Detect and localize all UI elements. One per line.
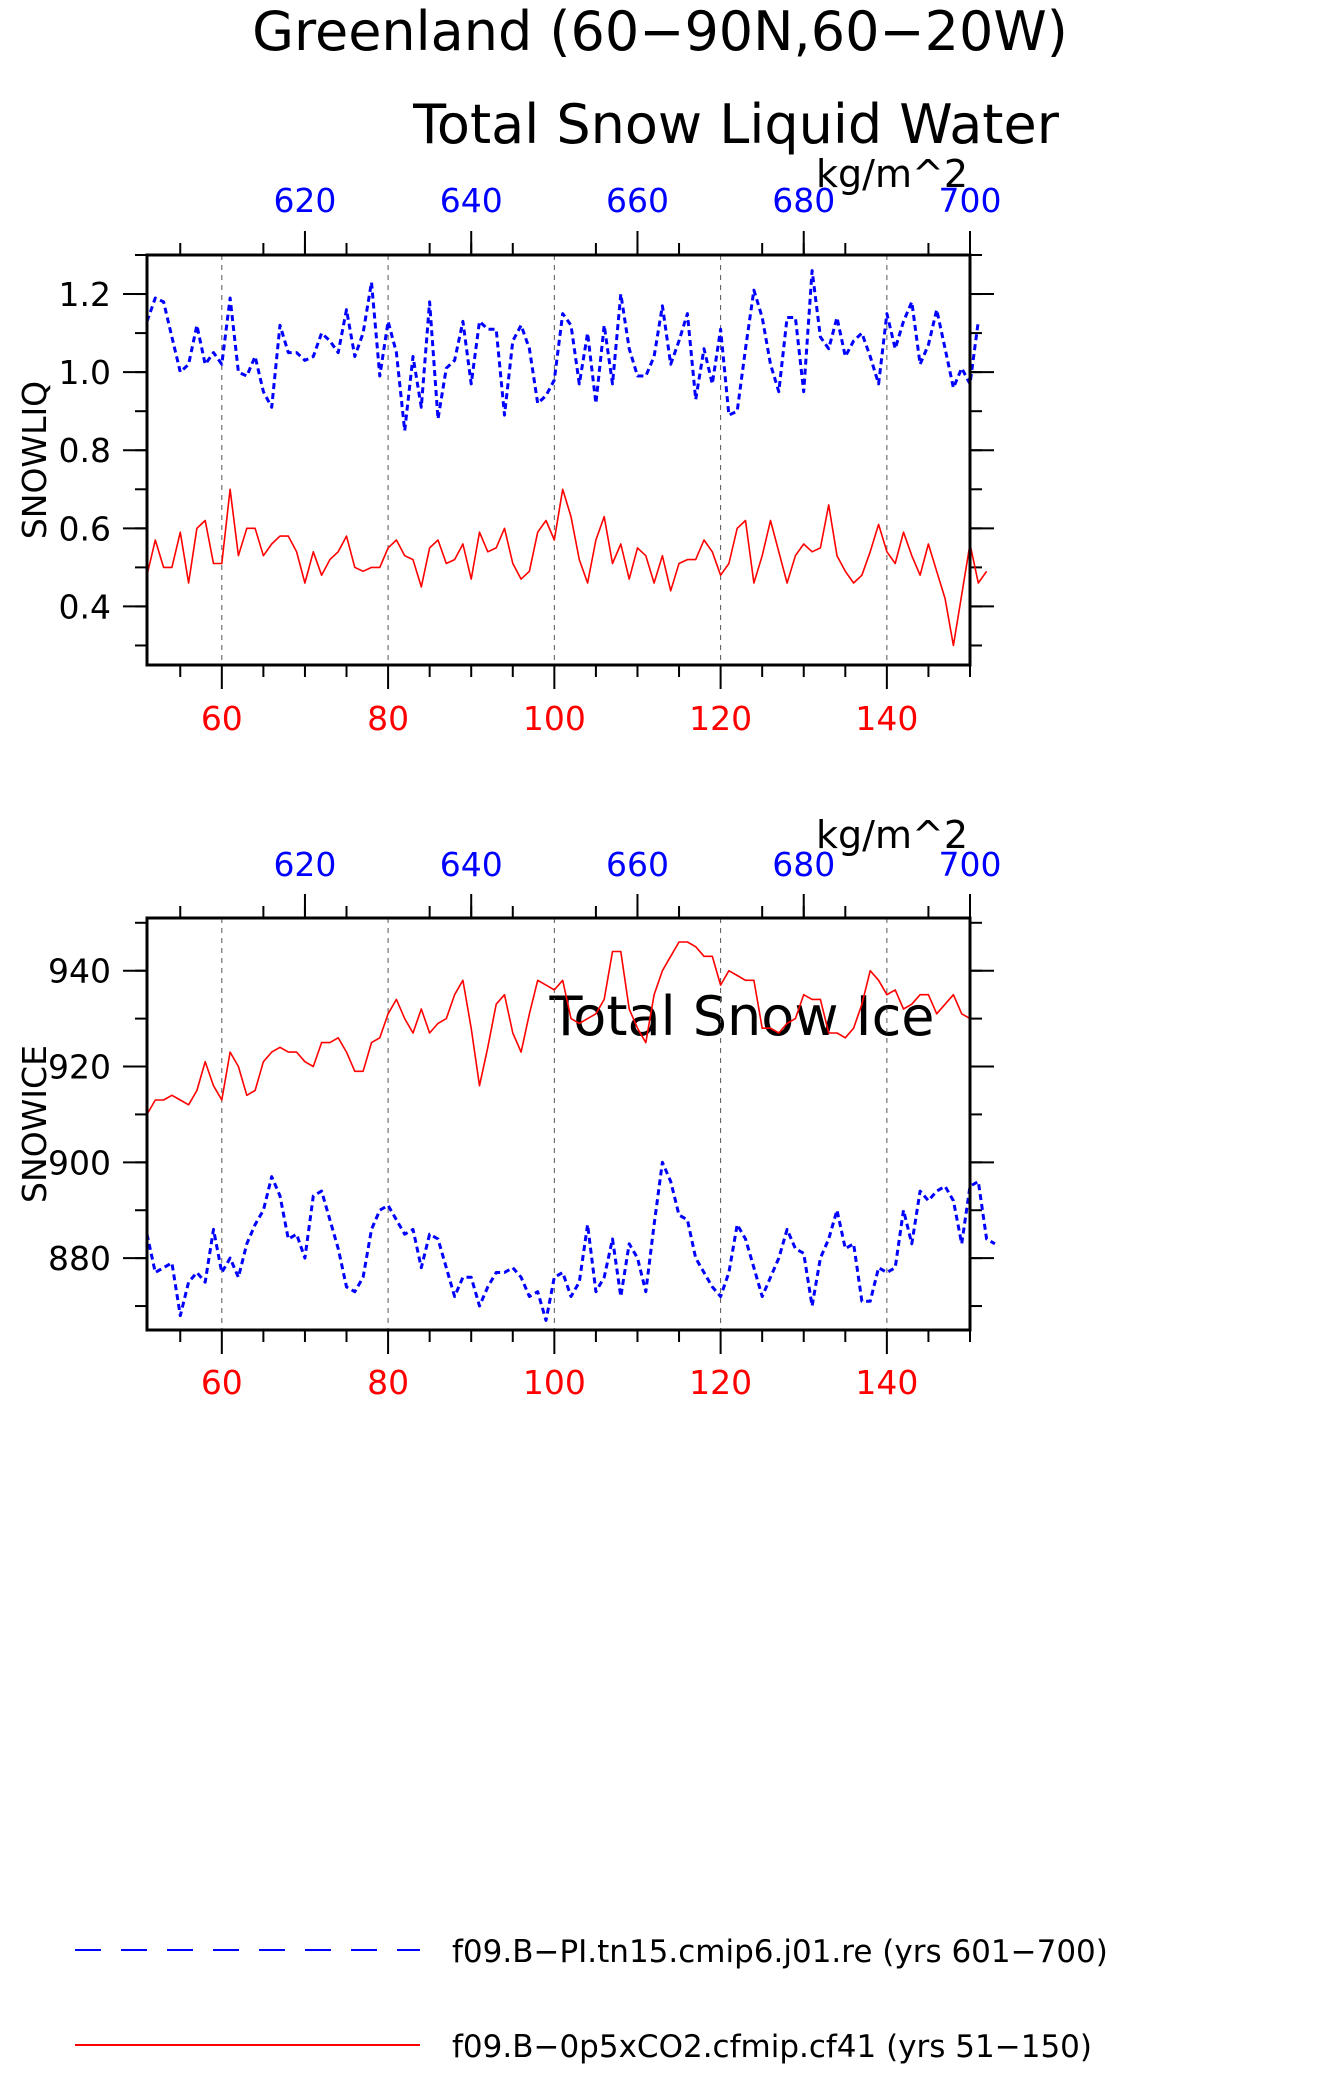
y-tick-label: 0.6 [59,509,111,548]
y-tick-label: 900 [48,1143,111,1182]
y-tick-label: 940 [48,952,111,991]
x-tick-label-top: 700 [939,181,1002,220]
y-tick-label: 0.4 [59,587,111,626]
y-tick-label: 0.8 [59,431,111,470]
x-tick-label-bottom: 60 [201,1363,243,1402]
series-line-pi [145,1160,996,1322]
x-tick-label-top: 680 [772,845,835,884]
legend-label-series1: f09.B−PI.tn15.cmip6.j01.re (yrs 601−700) [452,1934,1108,1970]
x-tick-label-top: 620 [273,181,336,220]
plot-frame [145,916,972,1332]
x-tick-label-bottom: 100 [523,1363,586,1402]
series-line-0p5xco2 [146,941,971,1115]
legend: f09.B−PI.tn15.cmip6.j01.re (yrs 601−700)… [75,1934,1108,2065]
series-line-0p5xco2 [146,488,988,647]
legend-label-series2: f09.B−0p5xCO2.cfmip.cf41 (yrs 51−150) [452,2029,1092,2065]
x-tick-label-top: 700 [939,845,1002,884]
panel1-title: Total Snow Liquid Water [412,93,1060,156]
x-tick-label-bottom: 120 [689,699,752,738]
figure-title-line1: Greenland (60−90N,60−20W) [252,0,1068,63]
x-tick-label-bottom: 80 [367,699,409,738]
panel-snowice: 60 80 100 120 140 620 640 660 680 700 880 900 920 940… [15,813,1002,1402]
y-tick-label: 920 [48,1048,111,1087]
y-axis-label: SNOWICE [15,1045,54,1203]
x-tick-label-top: 640 [440,845,503,884]
x-tick-label-top: 680 [772,181,835,220]
x-tick-label-bottom: 120 [689,1363,752,1402]
x-tick-label-top: 640 [440,181,503,220]
units-label: kg/m^2 [816,152,968,196]
x-tick-label-bottom: 80 [367,1363,409,1402]
y-tick-label: 880 [48,1239,111,1278]
y-tick-label: 1.2 [59,275,111,314]
x-tick-label-top: 620 [273,845,336,884]
series-line-pi [145,269,980,433]
x-tick-label-bottom: 100 [523,699,586,738]
units-label: kg/m^2 [816,813,968,857]
y-tick-label: 1.0 [59,353,111,392]
panel2-title: Total Snow Ice [549,985,935,1048]
x-tick-label-bottom: 140 [855,699,918,738]
x-tick-label-bottom: 60 [201,699,243,738]
x-tick-label-top: 660 [606,181,669,220]
panel-snowliq: 60 80 100 120 140 620 640 660 680 700 0.4 0.6 0.8 1.0… [15,152,1002,738]
x-tick-label-top: 660 [606,845,669,884]
y-axis-label: SNOWLIQ [15,381,54,539]
plot-frame [145,253,972,667]
x-tick-label-bottom: 140 [855,1363,918,1402]
